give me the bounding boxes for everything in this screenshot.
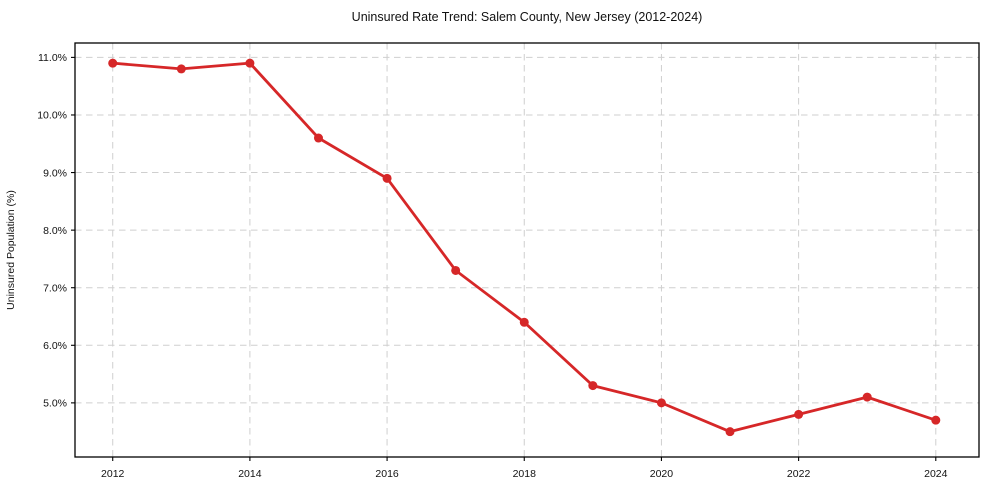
data-point-marker: [519, 317, 529, 327]
data-point-marker: [176, 64, 186, 74]
x-tick-label: 2018: [513, 468, 537, 480]
x-tick-label: 2014: [238, 468, 262, 480]
data-point-marker: [313, 133, 323, 143]
data-point-marker: [656, 398, 666, 408]
data-point-marker: [794, 409, 804, 419]
y-tick-label: 6.0%: [43, 340, 67, 352]
y-tick-label: 7.0%: [43, 282, 67, 294]
data-point-marker: [108, 58, 118, 68]
data-point-marker: [725, 427, 735, 437]
y-tick-label: 5.0%: [43, 398, 67, 410]
x-tick-label: 2020: [650, 468, 674, 480]
x-tick-label: 2012: [101, 468, 125, 480]
x-tick-label: 2022: [787, 468, 811, 480]
y-axis-label: Uninsured Population (%): [5, 190, 17, 310]
data-point-marker: [931, 415, 941, 425]
data-point-marker: [382, 173, 392, 183]
y-tick-label: 9.0%: [43, 167, 67, 179]
data-point-marker: [862, 392, 872, 402]
data-point-marker: [588, 381, 598, 391]
data-point-marker: [245, 58, 255, 68]
data-point-marker: [451, 265, 461, 275]
plot-border: [74, 42, 980, 458]
y-tick-label: 8.0%: [43, 225, 67, 237]
y-tick-label: 11.0%: [38, 52, 67, 64]
y-tick-label: 10.0%: [37, 110, 67, 122]
x-tick-label: 2016: [375, 468, 399, 480]
chart-generated-layer: 2012 2014 2016 2018 2020 2022 2024 5.0% 6.0% 7.0%…: [37, 42, 980, 480]
x-tick-label: 2024: [924, 468, 948, 480]
chart-title: Uninsured Rate Trend: Salem County, New …: [352, 10, 703, 24]
